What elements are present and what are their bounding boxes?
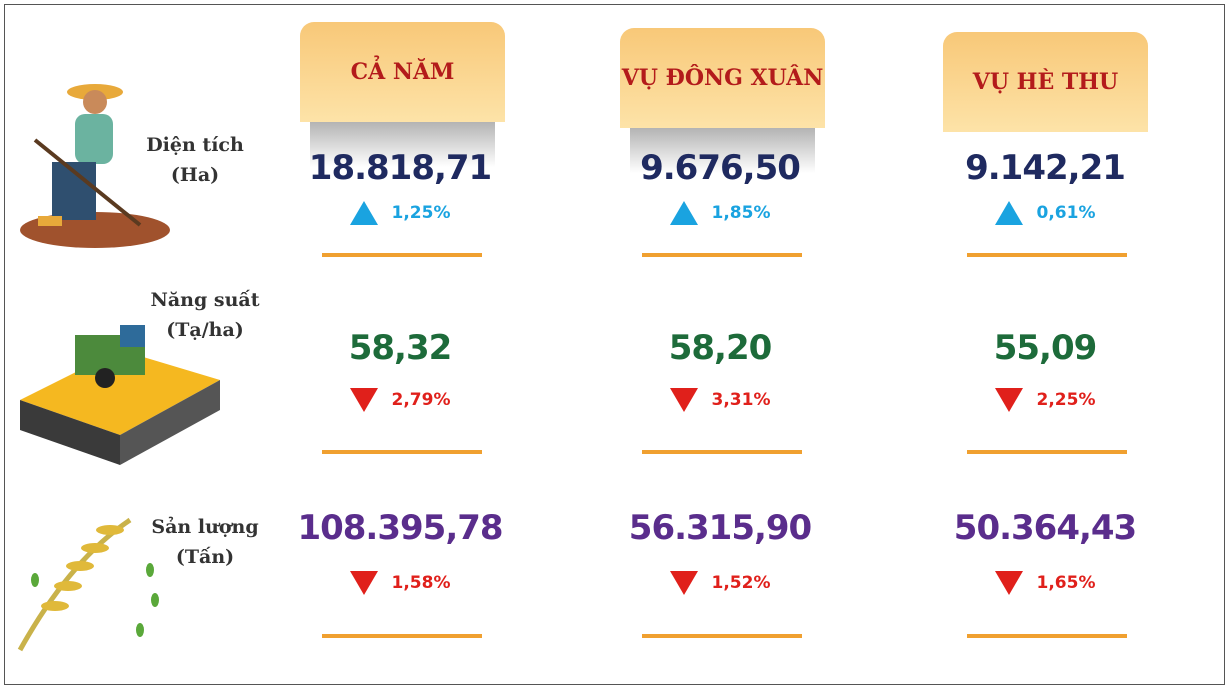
harvester-illustration	[20, 325, 220, 465]
change-text: 1,85%	[711, 203, 771, 223]
trend-arrow	[669, 388, 698, 412]
change-text: 1,25%	[391, 203, 451, 223]
row-label-name: Năng suất	[150, 289, 260, 311]
row-unit: (Tấn)	[175, 546, 235, 568]
change-text: 0,61%	[1036, 203, 1096, 223]
value: 9.676,50	[640, 148, 801, 188]
separator	[322, 450, 482, 454]
trend-arrow	[994, 571, 1023, 595]
change-text: 2,25%	[1036, 390, 1096, 410]
value: 108.395,78	[297, 508, 503, 548]
row-label: Năng suất (Tạ/ha)	[130, 285, 280, 345]
row-label-name: Diện tích	[146, 134, 244, 156]
value: 50.364,43	[953, 508, 1137, 548]
column-header: CẢ NĂM	[300, 22, 505, 122]
separator	[642, 634, 802, 638]
change: 2,79%	[300, 388, 500, 412]
value: 18.818,71	[308, 148, 492, 188]
trend-arrow	[349, 388, 378, 412]
farmer-illustration	[20, 84, 170, 248]
change: 1,52%	[620, 571, 820, 595]
trend-arrow	[669, 571, 698, 595]
change-text: 3,31%	[711, 390, 771, 410]
row-label: Sản lượng (Tấn)	[130, 512, 280, 572]
change: 0,61%	[945, 201, 1145, 225]
value: 55,09	[993, 328, 1098, 368]
row-label: Diện tích (Ha)	[120, 130, 270, 190]
change: 1,85%	[620, 201, 820, 225]
trend-arrow	[669, 201, 698, 225]
row-unit: (Tạ/ha)	[166, 319, 244, 341]
value: 58,32	[348, 328, 453, 368]
change-text: 1,65%	[1036, 573, 1096, 593]
separator	[967, 634, 1127, 638]
change: 1,58%	[300, 571, 500, 595]
row-unit: (Ha)	[170, 164, 220, 186]
trend-arrow	[349, 201, 378, 225]
separator	[967, 253, 1127, 257]
trend-arrow	[994, 201, 1023, 225]
column-header: VỤ HÈ THU	[943, 32, 1148, 132]
change: 1,65%	[945, 571, 1145, 595]
change: 3,31%	[620, 388, 820, 412]
change-text: 1,52%	[711, 573, 771, 593]
separator	[322, 253, 482, 257]
rice-illustration	[17, 517, 159, 652]
value: 58,20	[668, 328, 773, 368]
column-header: VỤ ĐÔNG XUÂN	[620, 28, 825, 128]
value: 56.315,90	[628, 508, 812, 548]
separator	[322, 634, 482, 638]
separator	[967, 450, 1127, 454]
separator	[642, 253, 802, 257]
trend-arrow	[994, 388, 1023, 412]
separator	[642, 450, 802, 454]
value: 9.142,21	[965, 148, 1126, 188]
change: 2,25%	[945, 388, 1145, 412]
row-label-name: Sản lượng	[151, 516, 259, 538]
change: 1,25%	[300, 201, 500, 225]
change-text: 2,79%	[391, 390, 451, 410]
frame	[4, 4, 1225, 685]
change-text: 1,58%	[391, 573, 451, 593]
trend-arrow	[349, 571, 378, 595]
